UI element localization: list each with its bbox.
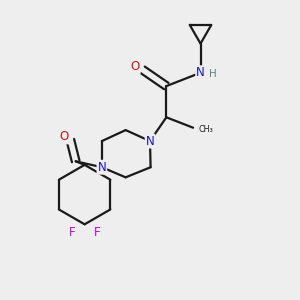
Text: O: O: [130, 60, 140, 73]
Text: N: N: [146, 135, 154, 148]
Text: F: F: [69, 226, 75, 239]
Text: F: F: [94, 226, 101, 239]
Text: O: O: [60, 130, 69, 143]
Text: N: N: [98, 161, 106, 174]
Text: H: H: [209, 69, 217, 79]
Text: CH₃: CH₃: [198, 125, 213, 134]
Text: N: N: [196, 66, 205, 79]
